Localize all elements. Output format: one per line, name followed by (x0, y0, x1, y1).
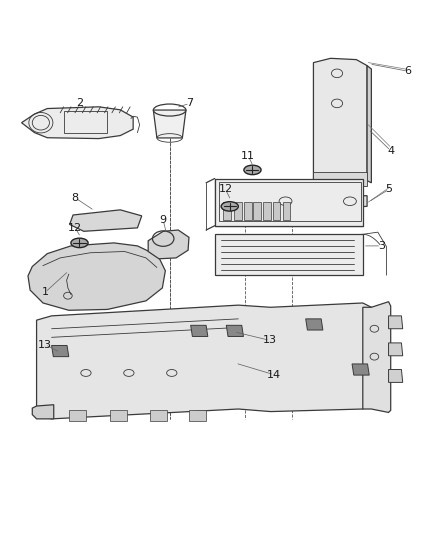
Text: 7: 7 (186, 99, 193, 108)
Bar (110, 410, 127, 421)
Bar (234, 202, 242, 220)
Text: 12: 12 (68, 223, 82, 233)
Text: 13: 13 (38, 340, 52, 350)
Text: 1: 1 (42, 287, 49, 297)
Text: 14: 14 (267, 370, 281, 379)
Bar (150, 410, 167, 421)
Text: 8: 8 (72, 193, 79, 203)
Text: 11: 11 (241, 151, 255, 161)
Polygon shape (389, 316, 403, 329)
Text: 12: 12 (219, 184, 233, 194)
Polygon shape (70, 210, 142, 231)
Ellipse shape (221, 201, 238, 211)
Bar (223, 202, 231, 220)
Text: 13: 13 (263, 335, 277, 345)
Polygon shape (32, 405, 54, 419)
Bar (244, 202, 251, 220)
Bar (314, 172, 367, 186)
Polygon shape (314, 58, 367, 187)
Polygon shape (367, 66, 371, 183)
Bar (263, 202, 271, 220)
Polygon shape (21, 107, 133, 139)
Polygon shape (191, 325, 208, 336)
Ellipse shape (244, 165, 261, 175)
Polygon shape (52, 345, 69, 357)
Bar (283, 202, 290, 220)
Text: 4: 4 (387, 146, 394, 156)
Polygon shape (306, 319, 323, 330)
Polygon shape (389, 343, 403, 356)
Polygon shape (352, 364, 369, 375)
Polygon shape (36, 303, 371, 419)
Text: 9: 9 (159, 215, 167, 225)
Polygon shape (148, 230, 189, 259)
Text: 6: 6 (404, 66, 411, 76)
Bar (64, 111, 106, 133)
Ellipse shape (71, 238, 88, 248)
Polygon shape (363, 302, 391, 413)
Text: 5: 5 (385, 184, 392, 194)
Bar (215, 235, 363, 275)
Polygon shape (268, 196, 367, 208)
Bar (272, 202, 280, 220)
Polygon shape (389, 369, 403, 382)
Bar (253, 202, 261, 220)
Bar (219, 182, 360, 221)
Bar (215, 179, 363, 225)
Polygon shape (226, 325, 244, 336)
Text: 2: 2 (76, 99, 83, 108)
Polygon shape (28, 243, 166, 310)
Text: 3: 3 (378, 241, 385, 251)
Polygon shape (153, 110, 186, 138)
Bar (189, 410, 206, 421)
Bar (69, 410, 86, 421)
